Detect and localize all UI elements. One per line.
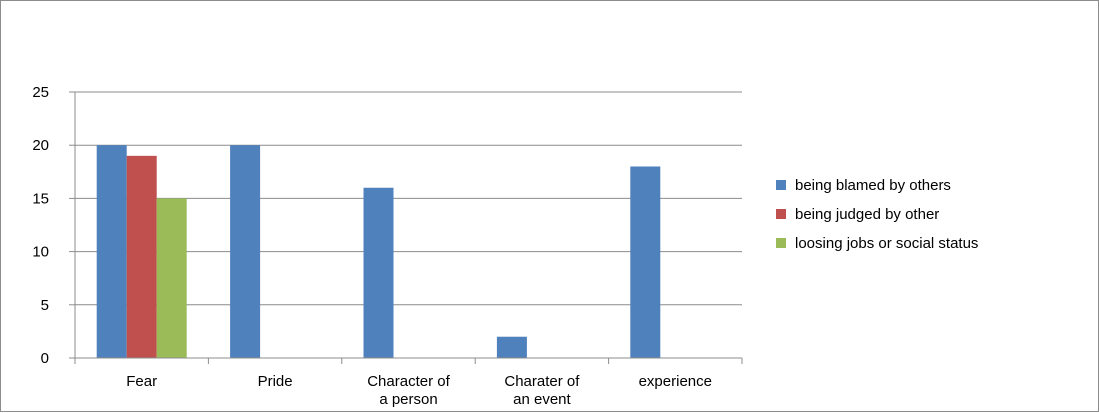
bar-4-0 [630,166,661,358]
bar-2-0 [363,187,394,358]
bar-1-0 [230,145,261,358]
x-category-label-line: experience [639,373,712,390]
x-category-label: experience [639,373,712,390]
legend-swatch [776,238,786,248]
bar-0-0 [96,145,127,358]
legend-swatch [776,180,786,190]
x-category-label-line: Charater of [504,373,580,390]
y-tick-label: 10 [32,244,49,261]
bar-0-1 [126,155,157,358]
x-category-label-line: a person [379,391,437,408]
x-category-label-line: an event [513,391,571,408]
legend-label: being blamed by others [795,177,951,194]
x-category-label-line: Character of [367,373,450,390]
x-category-label: Charater of an event [504,373,580,408]
legend-label: being judged by other [795,206,939,223]
x-category-label: Pride [258,373,293,390]
x-category-label: Fear [126,373,157,390]
bars [96,145,661,358]
legend: being blamed by others being judged by ot… [776,177,978,252]
x-category-label-line: Fear [126,373,157,390]
bar-3-0 [496,336,527,358]
bar-0-2 [156,198,187,358]
y-tick-label: 0 [41,350,49,367]
axes [69,91,743,364]
y-tick-label: 5 [41,297,49,314]
y-tick-label: 25 [32,84,49,101]
y-tick-label: 20 [32,137,49,154]
x-category-label-line: Pride [258,373,293,390]
x-category-label: Character of a person [367,373,450,408]
y-tick-label: 15 [32,190,49,207]
legend-swatch [776,209,786,219]
legend-label: loosing jobs or social status [795,235,978,252]
